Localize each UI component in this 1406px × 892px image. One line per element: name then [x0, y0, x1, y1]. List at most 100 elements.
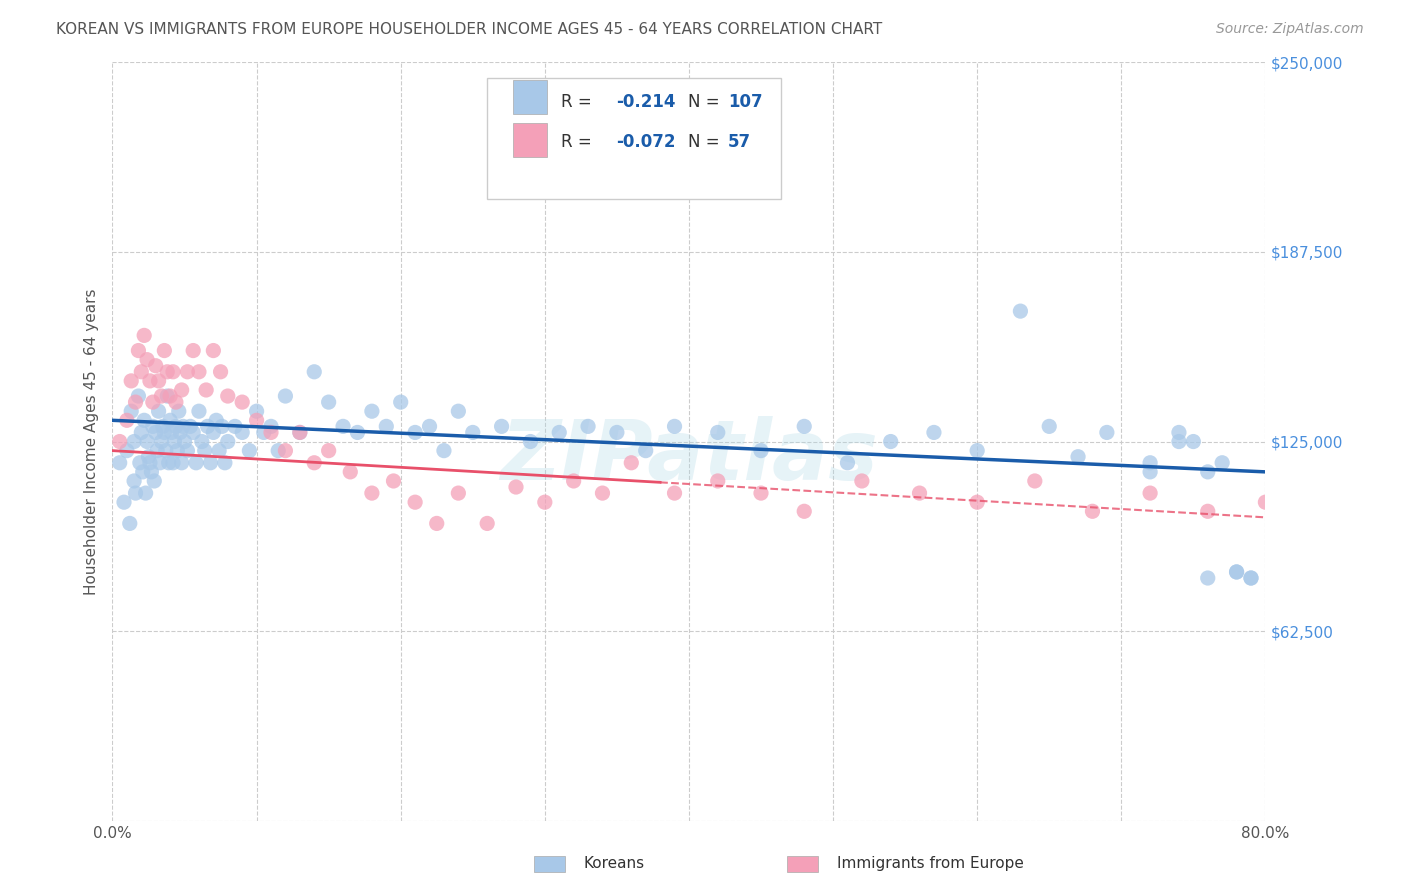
Point	[389, 395, 412, 409]
Point	[159, 413, 181, 427]
Point	[634, 443, 657, 458]
Text: -0.072: -0.072	[616, 133, 676, 151]
Point	[202, 343, 225, 358]
Point	[339, 465, 361, 479]
Text: N =: N =	[688, 93, 720, 111]
Point	[404, 495, 426, 509]
Point	[127, 389, 149, 403]
Point	[211, 419, 233, 434]
Point	[120, 374, 142, 388]
Point	[318, 443, 340, 458]
Point	[1010, 304, 1032, 318]
Point	[145, 425, 167, 440]
Point	[837, 456, 859, 470]
Point	[922, 425, 945, 440]
Point	[1095, 425, 1118, 440]
Point	[707, 425, 730, 440]
Point	[159, 389, 181, 403]
Point	[793, 504, 815, 518]
Point	[548, 425, 571, 440]
Point	[217, 434, 239, 449]
Point	[112, 495, 135, 509]
Point	[304, 456, 326, 470]
Point	[1081, 504, 1104, 518]
Point	[152, 419, 174, 434]
Point	[155, 443, 177, 458]
Text: -0.214: -0.214	[616, 93, 676, 111]
Point	[142, 419, 165, 434]
Point	[129, 365, 153, 379]
Point	[146, 443, 169, 458]
Point	[165, 395, 187, 409]
Point	[1240, 571, 1263, 585]
Point	[197, 419, 219, 434]
Point	[461, 425, 484, 440]
Point	[562, 474, 585, 488]
Text: R =: R =	[561, 93, 598, 111]
Point	[246, 404, 269, 418]
Point	[122, 434, 145, 449]
Point	[1182, 434, 1205, 449]
Point	[148, 374, 170, 388]
Point	[1226, 565, 1249, 579]
Point	[966, 443, 988, 458]
Point	[491, 419, 513, 434]
Point	[124, 486, 146, 500]
Text: N =: N =	[688, 133, 720, 151]
Point	[1139, 486, 1161, 500]
Point	[143, 474, 166, 488]
Point	[156, 389, 179, 403]
Point	[145, 359, 167, 373]
Point	[163, 434, 186, 449]
Point	[1067, 450, 1090, 464]
Point	[129, 425, 153, 440]
Point	[209, 365, 232, 379]
Point	[360, 404, 382, 418]
Point	[124, 395, 146, 409]
Point	[1024, 474, 1046, 488]
Bar	[513, 80, 547, 114]
Point	[274, 389, 297, 403]
Point	[707, 474, 730, 488]
Point	[433, 443, 456, 458]
Point	[1139, 456, 1161, 470]
Point	[231, 425, 253, 440]
Point	[304, 365, 326, 379]
Point	[1197, 504, 1219, 518]
Point	[217, 389, 239, 403]
Point	[749, 443, 772, 458]
Point	[108, 434, 131, 449]
Point	[360, 486, 382, 500]
Point	[136, 434, 159, 449]
Point	[122, 474, 145, 488]
Point	[419, 419, 441, 434]
Point	[115, 443, 138, 458]
Point	[534, 495, 557, 509]
Point	[447, 486, 470, 500]
Point	[1240, 571, 1263, 585]
Point	[267, 443, 290, 458]
Point	[447, 404, 470, 418]
Point	[851, 474, 873, 488]
Point	[176, 443, 198, 458]
Point	[176, 365, 198, 379]
Point	[156, 365, 179, 379]
Point	[135, 486, 157, 500]
Point	[202, 425, 225, 440]
Point	[153, 343, 176, 358]
Y-axis label: Householder Income Ages 45 - 64 years: Householder Income Ages 45 - 64 years	[83, 288, 98, 595]
FancyBboxPatch shape	[488, 78, 782, 199]
Point	[346, 425, 368, 440]
Point	[181, 343, 204, 358]
Point	[1226, 565, 1249, 579]
Point	[181, 425, 204, 440]
Point	[1038, 419, 1060, 434]
Text: ZIPatlas: ZIPatlas	[501, 417, 877, 497]
Text: 57: 57	[728, 133, 751, 151]
Text: R =: R =	[561, 133, 598, 151]
Text: 107: 107	[728, 93, 763, 111]
Point	[375, 419, 398, 434]
Point	[162, 365, 184, 379]
Point	[288, 425, 311, 440]
Point	[592, 486, 614, 500]
